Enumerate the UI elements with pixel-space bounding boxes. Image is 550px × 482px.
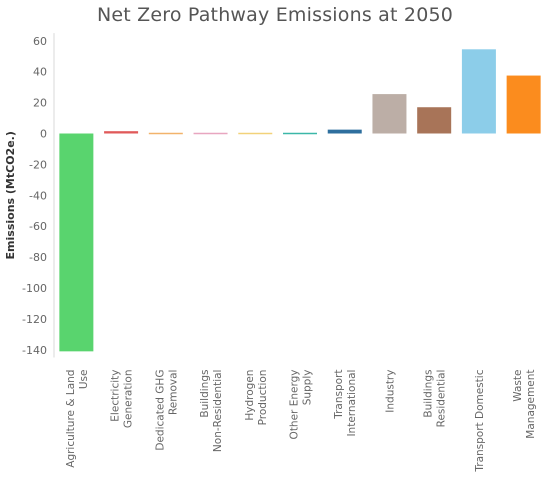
bar bbox=[193, 132, 228, 135]
x-category-label: Buildings bbox=[199, 370, 211, 418]
x-category-label: Use bbox=[78, 370, 90, 390]
chart-title: Net Zero Pathway Emissions at 2050 bbox=[96, 4, 454, 26]
bar bbox=[59, 133, 94, 352]
x-category-label: Residential bbox=[436, 370, 448, 428]
x-category-label: Other Energy bbox=[289, 370, 301, 440]
x-category-label: International bbox=[346, 370, 358, 437]
y-tick-label: -120 bbox=[22, 313, 47, 326]
bar bbox=[283, 132, 317, 135]
y-tick-label: -20 bbox=[29, 158, 47, 171]
bar bbox=[506, 75, 541, 134]
x-category-label: Non-Residential bbox=[212, 370, 224, 453]
bar bbox=[327, 129, 362, 134]
x-category-label: Transport Domestic bbox=[474, 369, 486, 472]
y-tick-label: -40 bbox=[29, 189, 47, 202]
y-tick-label: -140 bbox=[22, 344, 47, 357]
y-tick-label: -100 bbox=[22, 282, 47, 295]
x-category-label: Waste bbox=[512, 370, 524, 402]
bar bbox=[238, 132, 273, 135]
y-axis-title: Emissions (MtCO2e.) bbox=[4, 131, 17, 259]
y-tick-label: 0 bbox=[40, 128, 47, 141]
bar bbox=[417, 107, 452, 134]
bar bbox=[372, 94, 407, 134]
x-category-label: Production bbox=[257, 370, 269, 426]
x-category-label: Transport bbox=[333, 370, 345, 420]
y-tick-label: -80 bbox=[29, 251, 47, 264]
x-category-label: Management bbox=[525, 370, 537, 439]
x-category-label: Dedicated GHG bbox=[154, 370, 166, 451]
bar bbox=[148, 132, 183, 135]
y-tick-label: 40 bbox=[33, 66, 47, 79]
x-category-label: Generation bbox=[123, 370, 135, 429]
y-tick-label: 20 bbox=[33, 97, 47, 110]
x-category-label: Agriculture & Land bbox=[65, 370, 77, 468]
x-category-label: Electricity bbox=[110, 370, 122, 422]
x-category-label: Buildings bbox=[423, 370, 435, 418]
x-category-label: Industry bbox=[384, 370, 396, 413]
y-tick-label: 60 bbox=[33, 35, 47, 48]
x-category-label: Removal bbox=[167, 370, 179, 416]
y-tick-label: -60 bbox=[29, 220, 47, 233]
x-category-label: Supply bbox=[302, 370, 314, 406]
x-category-label: Hydrogen bbox=[244, 370, 256, 421]
bar bbox=[461, 49, 496, 134]
bar bbox=[104, 131, 139, 134]
